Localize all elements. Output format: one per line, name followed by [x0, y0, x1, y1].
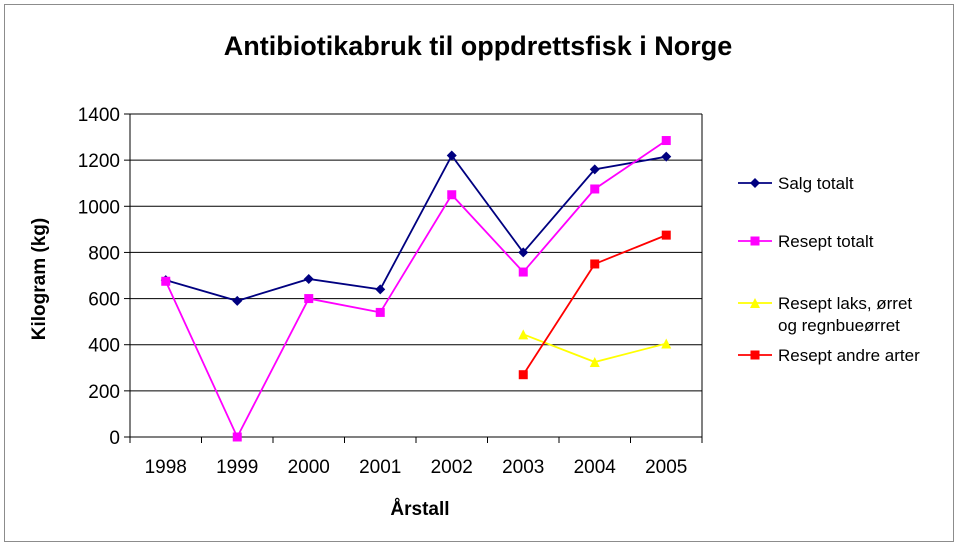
x-tick-label: 2004: [574, 457, 617, 478]
square-marker: [518, 370, 528, 380]
legend-entry-1: Salg totalt: [738, 174, 854, 193]
x-tick-label: 2005: [645, 457, 687, 478]
square-marker: [161, 276, 171, 286]
legend-entry-3: Resept laks, ørret og regnbueørret: [738, 294, 912, 335]
y-tick-label: 800: [88, 243, 120, 264]
square-marker: [661, 230, 671, 240]
diamond-marker: [589, 164, 600, 175]
series-4: [518, 230, 671, 380]
square-marker: [750, 236, 760, 246]
x-tick-label: 1999: [216, 457, 258, 478]
chart-frame: Antibiotikabruk til oppdrettsfisk i Norg…: [4, 4, 954, 542]
diamond-marker: [375, 284, 386, 295]
y-tick-label: 400: [88, 336, 120, 357]
y-tick-label: 600: [88, 290, 120, 311]
legend-entry-2: Resept totalt: [738, 232, 874, 251]
triangle-marker: [750, 298, 760, 308]
legend-label: Resept laks, ørret: [778, 294, 912, 313]
series-layer: [160, 136, 672, 442]
series-3: [518, 329, 672, 368]
square-marker: [304, 294, 314, 304]
diamond-marker: [518, 247, 529, 258]
square-marker: [232, 432, 242, 442]
square-marker: [518, 267, 528, 277]
triangle-marker: [589, 357, 600, 368]
y-axis-title: Kilogram (kg): [29, 218, 50, 340]
diamond-marker: [232, 295, 243, 306]
legend: Salg totalt Resept totalt Resept laks, ørr…: [738, 174, 920, 365]
x-axis-title: Årstall: [390, 499, 449, 520]
legend-label: Salg totalt: [778, 174, 854, 193]
x-tick-label: 2003: [502, 457, 544, 478]
triangle-marker: [518, 329, 529, 340]
series-line: [165, 153, 667, 302]
legend-label: Resept andre arter: [778, 346, 920, 365]
square-marker: [590, 184, 600, 194]
square-marker: [750, 350, 760, 360]
legend-entry-4: Resept andre arter: [738, 346, 920, 365]
y-tick-label: 1200: [78, 151, 120, 172]
chart-title: Antibiotikabruk til oppdrettsfisk i Norg…: [224, 31, 733, 61]
x-tick-label: 2000: [288, 457, 330, 478]
y-tick-label: 0: [109, 428, 120, 449]
triangle-marker: [661, 338, 672, 349]
diamond-marker: [661, 151, 672, 162]
diamond-marker: [303, 273, 314, 284]
series-line: [164, 139, 667, 440]
x-tick-labels: 1998 1999 2000 2001 2002 2003 2004 2005: [129, 437, 703, 478]
x-tick-label: 2001: [359, 457, 401, 478]
diamond-marker: [446, 150, 457, 161]
square-marker: [590, 259, 600, 269]
square-marker: [661, 136, 671, 146]
diamond-marker: [750, 178, 760, 188]
y-tick-label: 1000: [78, 197, 120, 218]
series-2: [161, 136, 671, 442]
square-marker: [375, 307, 385, 317]
y-tick-label: 200: [88, 382, 120, 403]
y-tick-labels: 0 200 400 600 800 1000 1200 1400: [78, 105, 120, 449]
square-marker: [447, 190, 457, 200]
legend-label: og regnbueørret: [778, 316, 900, 335]
legend-label: Resept totalt: [778, 232, 874, 251]
y-tick-label: 1400: [78, 105, 120, 126]
chart-svg: Antibiotikabruk til oppdrettsfisk i Norg…: [29, 31, 920, 520]
x-tick-label: 1998: [145, 457, 187, 478]
x-tick-label: 2002: [431, 457, 473, 478]
